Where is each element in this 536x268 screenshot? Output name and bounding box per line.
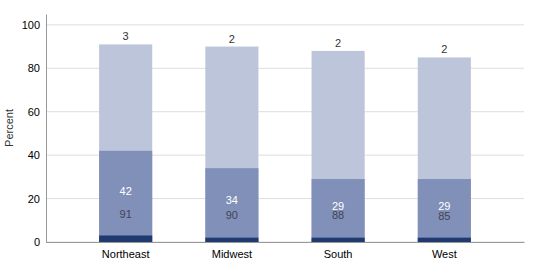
data-label: 29 (332, 200, 344, 212)
bar (205, 238, 258, 242)
axis-line (47, 242, 525, 243)
tick-label: West (432, 248, 457, 260)
bar (312, 51, 365, 242)
tick-label: 0 (34, 236, 40, 248)
data-label: 2 (229, 33, 235, 45)
axis-title: Percent (3, 109, 15, 147)
y-axis: 0 20 40 60 80 100 (22, 15, 47, 249)
series (99, 44, 471, 242)
bars (99, 44, 471, 242)
data-label: 34 (226, 194, 238, 206)
tick: West (432, 242, 457, 260)
chart: Northeast Midwest South West 0 20 40 60 80 100 91 9… (0, 0, 536, 268)
tick: 20 (28, 193, 46, 205)
tick: Midwest (212, 242, 252, 260)
bar (99, 44, 152, 242)
data-label: 42 (120, 185, 132, 197)
tick: 40 (28, 149, 46, 161)
bar (99, 235, 152, 242)
tick-label: South (324, 248, 353, 260)
bar (418, 238, 471, 242)
plot: Northeast Midwest South West 0 20 40 60 80 100 91 9… (22, 15, 525, 260)
tick: Northeast (102, 242, 150, 260)
tick-label: 20 (28, 193, 40, 205)
tick-label: 80 (28, 62, 40, 74)
tick: 80 (28, 62, 46, 74)
data-label: 3 (123, 30, 129, 42)
tick-label: Midwest (212, 248, 252, 260)
grid (46, 25, 524, 242)
tick-label: 40 (28, 149, 40, 161)
bar (312, 179, 365, 242)
x-axis: Northeast Midwest South West (47, 242, 525, 260)
data-label: 91 (120, 208, 132, 220)
tick: 0 (34, 236, 46, 248)
bar (418, 57, 471, 242)
bar (99, 151, 152, 242)
data-label: 90 (226, 209, 238, 221)
series (99, 151, 471, 242)
data-labels: 91908885423429293222 (120, 30, 451, 221)
tick: 100 (22, 19, 46, 31)
bar (418, 179, 471, 242)
data-label: 29 (438, 200, 450, 212)
bar (205, 168, 258, 242)
data-label: 2 (335, 37, 341, 49)
axis-line (46, 15, 47, 243)
tick-label: Northeast (102, 248, 150, 260)
data-label: 2 (441, 43, 447, 55)
series (99, 235, 471, 242)
tick-label: 60 (28, 106, 40, 118)
tick-label: 100 (22, 19, 40, 31)
bar (205, 47, 258, 242)
grid-line (46, 24, 524, 25)
bar (312, 238, 365, 242)
tick: 60 (28, 106, 46, 118)
tick: South (324, 242, 353, 260)
